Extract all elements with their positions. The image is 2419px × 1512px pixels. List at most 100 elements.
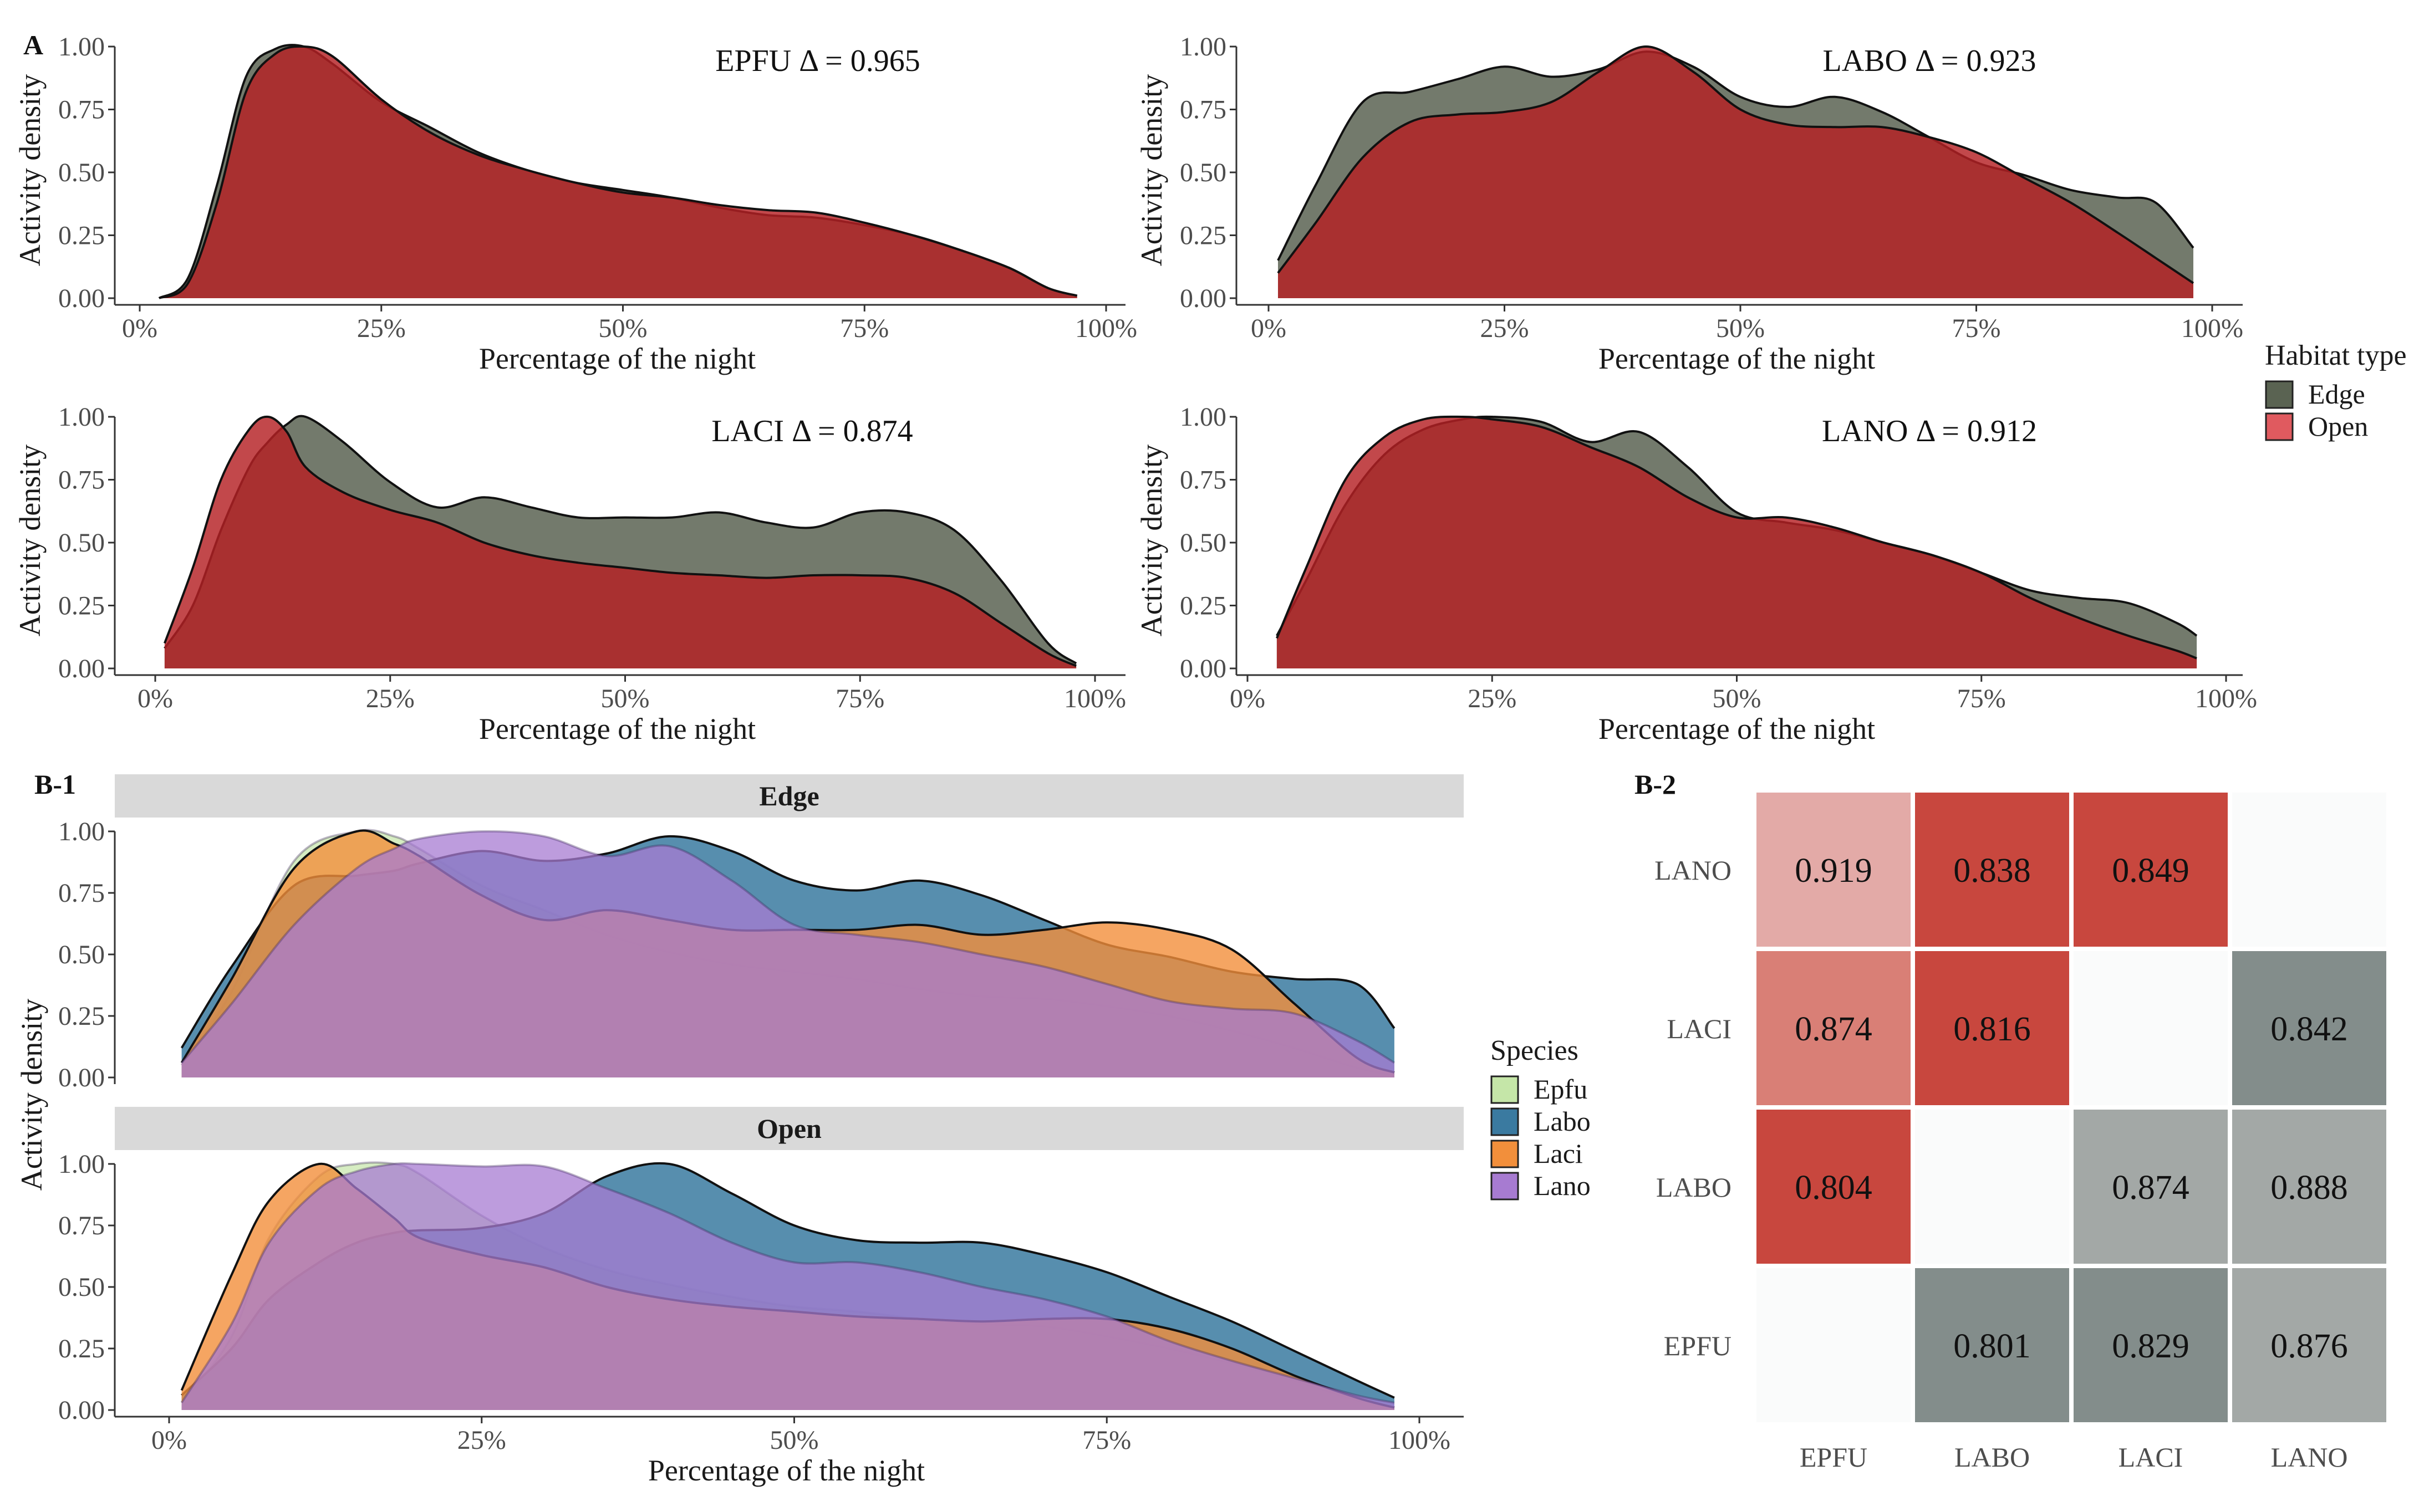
overlap-annotation: EPFU Δ = 0.965 — [715, 44, 920, 78]
y-tick-label: 1.00 — [58, 817, 105, 846]
x-axis-title: Percentage of the night — [479, 712, 756, 745]
heatmap-value: 0.874 — [1795, 1010, 1872, 1048]
y-tick-label: 0.25 — [1180, 221, 1226, 251]
y-tick-label: 0.25 — [58, 1002, 105, 1031]
series-line-lano — [180, 1162, 1395, 1404]
chart-lano: 0.00 0.25 0.50 0.75 1.00 0% 25% 50% 75% 100% Perce… — [1135, 402, 2257, 745]
legend-key-epfu — [1490, 1075, 1519, 1104]
y-tick-label: 0.75 — [58, 878, 105, 908]
strip-background — [115, 774, 1464, 818]
x-tick-label: 50% — [599, 314, 648, 343]
x-tick-label: 100% — [1388, 1426, 1450, 1455]
legend-label-epfu: Epfu — [1534, 1074, 1587, 1105]
x-tick-label: 0% — [122, 314, 157, 343]
panel-b1-label: B-1 — [34, 769, 76, 800]
x-tick-label: 50% — [770, 1426, 819, 1455]
x-tick-label: 50% — [601, 684, 650, 713]
chart-species-edge: Edge 0.00 0.25 0.50 0.75 1.00 — [58, 774, 1464, 1092]
series-area-open — [1276, 416, 2197, 668]
y-tick-label: 0.50 — [58, 940, 105, 969]
series-area-open — [164, 416, 1077, 668]
series-area-lano — [181, 1163, 1394, 1410]
heatmap-value: 0.829 — [2112, 1327, 2189, 1365]
legend-key-laci — [1490, 1140, 1519, 1168]
legend-title: Species — [1490, 1035, 1578, 1066]
y-tick-label: 0.75 — [1180, 466, 1226, 495]
heatmap-empty-cell — [2074, 951, 2228, 1105]
heatmap-empty-cell — [1756, 1268, 1911, 1422]
panel-b2-label: B-2 — [1634, 769, 1676, 800]
heatmap-cell-epfu-lano — [1756, 793, 1911, 947]
x-tick-label: 100% — [1064, 684, 1126, 713]
chart-labo: 0.00 0.25 0.50 0.75 1.00 0% 25% 50% 75% 100% Perce… — [1135, 32, 2243, 375]
y-tick-label: 0.00 — [58, 1396, 105, 1425]
x-tick-label: 25% — [366, 684, 415, 713]
overlap-annotation: LACI Δ = 0.874 — [711, 414, 913, 448]
heatmap-y-label: LABO — [1656, 1172, 1732, 1203]
y-tick-label: 1.00 — [1180, 32, 1226, 62]
heatmap-value: 0.842 — [2270, 1010, 2348, 1048]
chart-laci: 0.00 0.25 0.50 0.75 1.00 0% 25% 50% 75% 100% Perce… — [13, 402, 1126, 745]
y-tick-label: 1.00 — [58, 1150, 105, 1179]
heatmap-cell-laci-epfu — [2074, 1268, 2228, 1422]
series-line-open — [1277, 45, 2194, 284]
series-line-open — [158, 45, 1078, 299]
x-tick-label: 50% — [1716, 314, 1765, 343]
legend-label-open: Open — [2308, 411, 2368, 442]
y-axis-title: Activity density — [1135, 74, 1168, 266]
y-tick-label: 1.00 — [1180, 402, 1226, 432]
x-tick-label: 75% — [1957, 684, 2006, 713]
x-tick-label: 100% — [2195, 684, 2257, 713]
series-line-edge — [1277, 50, 2194, 261]
y-tick-label: 0.75 — [1180, 95, 1226, 125]
x-tick-label: 25% — [357, 314, 406, 343]
chart-species-open: Open 0.00 0.25 0.50 0.75 1.00 0% 25% 50% 75% 100% P… — [58, 1107, 1464, 1487]
heatmap-value: 0.816 — [1953, 1010, 2031, 1048]
x-tick-label: 50% — [1713, 684, 1761, 713]
y-tick-label: 0.75 — [58, 1211, 105, 1240]
y-tick-label: 1.00 — [58, 402, 105, 432]
strip-label: Open — [757, 1113, 822, 1144]
legend-label-lano: Lano — [1534, 1170, 1591, 1201]
heatmap-value: 0.876 — [2270, 1327, 2348, 1365]
chart-epfu: 0.00 0.25 0.50 0.75 1.00 0% 25% 50% 75% 100% Perce… — [13, 32, 1137, 375]
heatmap-value: 0.838 — [1953, 852, 2031, 890]
heatmap-cell-lano-laci — [2232, 951, 2386, 1105]
heatmap-y-label: LANO — [1654, 855, 1732, 886]
strip-label: Edge — [759, 780, 819, 811]
heatmap-cell-lano-epfu — [2232, 1268, 2386, 1422]
x-axis-title: Percentage of the night — [1598, 712, 1875, 745]
y-tick-label: 0.75 — [58, 95, 105, 125]
heatmap-value: 0.888 — [2270, 1169, 2348, 1207]
heatmap-cell-laci-lano — [2074, 793, 2228, 947]
heatmap-value: 0.919 — [1795, 852, 1872, 890]
heatmap-cell-labo-lano — [1915, 793, 2069, 947]
x-tick-label: 0% — [137, 684, 173, 713]
y-tick-label: 0.00 — [1180, 654, 1226, 683]
x-tick-label: 75% — [840, 314, 889, 343]
heatmap-cell-epfu-labo — [1756, 1110, 1911, 1264]
heatmap-x-label: LABO — [1954, 1442, 2030, 1473]
x-axis-title: Percentage of the night — [1598, 342, 1875, 375]
y-tick-label: 1.00 — [58, 32, 105, 62]
y-tick-label: 0.25 — [58, 221, 105, 251]
y-tick-label: 0.50 — [58, 1273, 105, 1302]
y-tick-label: 0.50 — [58, 158, 105, 187]
strip-background — [115, 1107, 1464, 1150]
heatmap-x-label: LACI — [2118, 1442, 2183, 1473]
x-tick-label: 75% — [1082, 1426, 1131, 1455]
y-tick-label: 0.00 — [58, 654, 105, 683]
series-line-open — [1276, 415, 2197, 660]
legend-label-laci: Laci — [1534, 1138, 1583, 1169]
y-tick-label: 0.50 — [1180, 528, 1226, 558]
x-axis-title: Percentage of the night — [648, 1454, 925, 1487]
heatmap-cell-labo-epfu — [1915, 1268, 2069, 1422]
heatmap-value: 0.849 — [2112, 852, 2189, 890]
x-tick-label: 0% — [151, 1426, 187, 1455]
legend-key-edge — [2265, 380, 2294, 409]
legend-title: Habitat type — [2265, 340, 2407, 371]
overlap-annotation: LABO Δ = 0.923 — [1823, 44, 2036, 78]
y-axis-title: Activity density — [1135, 445, 1168, 636]
legend-label-labo: Labo — [1534, 1106, 1591, 1137]
